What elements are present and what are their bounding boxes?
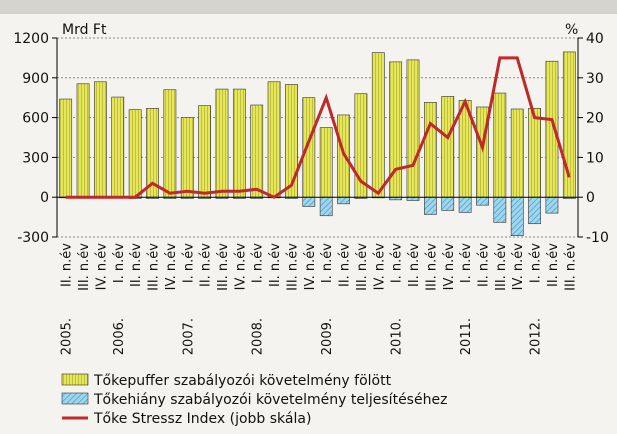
year-label: 2011.: [459, 318, 474, 355]
x-tick-label: IV. n.év: [442, 243, 457, 291]
bar: [319, 196, 333, 217]
bar: [76, 83, 90, 198]
legend-label: Tőkepuffer szabályozói követelmény fölöt…: [93, 373, 392, 389]
bar: [441, 96, 455, 198]
legend-label: Tőkehiány szabályozói követelmény teljes…: [93, 392, 447, 408]
bar: [528, 108, 541, 198]
y2-tick-label: 40: [586, 31, 604, 47]
bar: [510, 196, 524, 236]
x-tick-label: I. n.év: [112, 243, 127, 283]
y2-tick-label: 20: [586, 111, 604, 127]
y2-tick-label: -10: [586, 230, 609, 246]
legend-swatch: [61, 373, 89, 386]
y-tick-label: 0: [40, 190, 49, 206]
legend-swatch: [61, 392, 89, 405]
year-label: 2005.: [60, 318, 75, 355]
bar: [371, 52, 385, 198]
y-tick-label: 900: [22, 71, 49, 87]
bar: [111, 96, 125, 198]
y-tick-label: -300: [17, 230, 49, 246]
y2-tick-label: 30: [586, 71, 604, 87]
year-label: 2007.: [181, 318, 196, 355]
bar: [424, 196, 437, 215]
x-tick-label: II. n.év: [129, 243, 144, 287]
x-tick-label: III. n.év: [77, 243, 92, 291]
x-tick-label: II. n.év: [268, 243, 283, 287]
bar: [250, 104, 264, 198]
x-tick-label: I. n.év: [390, 243, 405, 283]
x-tick-label: I. n.év: [181, 243, 196, 283]
x-tick-label: IV. n.év: [372, 243, 387, 291]
bar: [406, 59, 420, 198]
year-label: 2006.: [112, 318, 127, 355]
bar: [528, 196, 541, 225]
x-tick-label: III. n.év: [147, 243, 162, 291]
line: [65, 56, 571, 199]
bar: [285, 84, 298, 198]
bar: [59, 98, 73, 198]
y-axis-label: Mrd Ft: [62, 22, 107, 38]
x-tick-label: II. n.év: [60, 243, 75, 287]
bar: [493, 92, 507, 198]
x-tick-label: IV. n.év: [94, 243, 109, 291]
x-tick-label: III. n.év: [355, 243, 370, 291]
x-tick-label: II. n.év: [546, 243, 561, 287]
x-tick-label: IV. n.év: [164, 243, 179, 291]
y-tick-label: 1200: [13, 31, 49, 47]
bar: [128, 109, 142, 198]
x-tick-label: IV. n.év: [303, 243, 318, 291]
x-tick-label: III. n.év: [285, 243, 300, 291]
x-tick-label: II. n.év: [338, 243, 353, 287]
bar: [267, 81, 281, 198]
x-tick-label: IV. n.év: [511, 243, 526, 291]
bar: [198, 105, 211, 198]
bar: [232, 88, 246, 198]
x-tick-label: I. n.év: [529, 243, 544, 283]
x-tick-label: III. n.év: [216, 243, 231, 291]
x-tick-label: I. n.év: [320, 243, 335, 283]
bar: [163, 89, 177, 198]
bar: [215, 88, 229, 198]
bar: [476, 196, 489, 206]
top-band: [0, 0, 617, 14]
bar: [302, 196, 316, 207]
year-label: 2010.: [390, 318, 405, 355]
y2-axis-label: %: [565, 22, 578, 38]
x-tick-label: III. n.év: [563, 243, 578, 291]
legend-label: Tőke Stressz Index (jobb skála): [93, 411, 311, 427]
x-tick-label: III. n.év: [494, 243, 509, 291]
bar: [302, 97, 316, 198]
y-tick-label: 600: [22, 111, 49, 127]
year-label: 2012.: [529, 318, 544, 355]
bar: [337, 196, 350, 205]
bar: [458, 196, 472, 213]
bar: [493, 196, 507, 223]
bar: [319, 127, 333, 198]
x-tick-label: I. n.év: [251, 243, 266, 283]
x-tick-label: II. n.év: [476, 243, 491, 287]
x-tick-label: II. n.év: [407, 243, 422, 287]
y2-tick-label: 0: [586, 190, 595, 206]
bar: [441, 196, 455, 211]
y2-tick-label: 10: [586, 150, 604, 166]
y-tick-label: 300: [22, 150, 49, 166]
x-tick-label: III. n.év: [424, 243, 439, 291]
bar: [510, 108, 524, 198]
year-label: 2008.: [251, 318, 266, 355]
bar: [424, 102, 437, 198]
bar: [180, 117, 194, 198]
x-tick-label: II. n.év: [199, 243, 214, 287]
x-tick-label: IV. n.év: [233, 243, 248, 291]
year-label: 2009.: [320, 318, 335, 355]
bar: [94, 81, 107, 198]
x-tick-label: I. n.év: [459, 243, 474, 283]
bar: [545, 196, 559, 214]
